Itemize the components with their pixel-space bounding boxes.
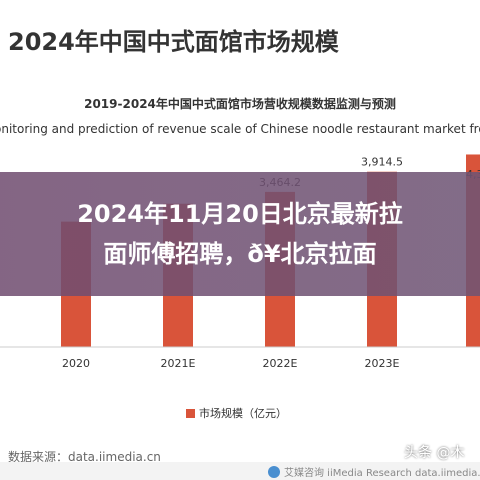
x-tick-2020: 2020 [62, 357, 90, 370]
x-tick-2021E: 2021E [161, 357, 196, 370]
iimedia-logo-icon [268, 466, 280, 478]
legend-label: 市场规模（亿元） [199, 406, 287, 420]
page-title: 2024年中国中式面馆市场规模 [8, 28, 339, 56]
x-tick-2022E: 2022E [263, 357, 298, 370]
source-text: 数据来源：data.iimedia.cn [8, 450, 161, 464]
headline-overlay: 2024年11月20日北京最新拉 面师傅招聘，ð¥北京拉面 [0, 172, 480, 296]
legend-swatch [186, 409, 195, 418]
x-tick-2023E: 2023E [365, 357, 400, 370]
chart-subtitle: onitoring and prediction of revenue scal… [0, 122, 480, 136]
watermark: 头条 @木 [404, 445, 465, 461]
headline-line-1: 2024年11月20日北京最新拉 [77, 200, 403, 228]
value-label-2023E: 3,914.5 [361, 156, 403, 169]
headline-line-2: 面师傅招聘，ð¥北京拉面 [103, 240, 377, 268]
chart-title: 2019-2024年中国中式面馆市场营收规模数据监测与预测 [84, 96, 396, 111]
footer-text: 艾媒咨询 iiMedia Research data.iimedia.cn [284, 468, 480, 479]
footer-bar [0, 462, 480, 480]
